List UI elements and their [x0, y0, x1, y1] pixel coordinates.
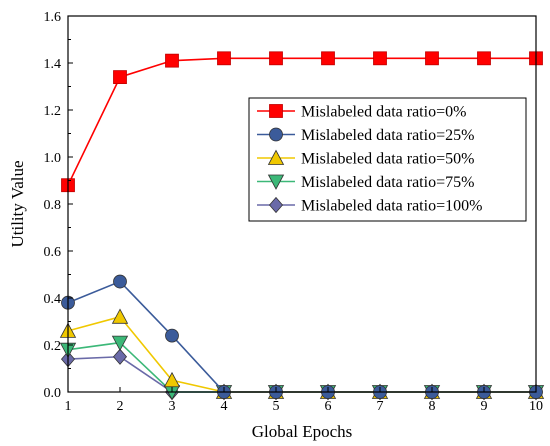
legend-label: Mislabeled data ratio=0%	[301, 104, 466, 121]
y-tick-label: 0.4	[44, 292, 62, 307]
x-tick-label: 8	[429, 399, 436, 414]
data-point	[165, 328, 179, 343]
legend-label: Mislabeled data ratio=50%	[301, 151, 474, 168]
legend-item: Mislabeled data ratio=75%	[257, 174, 474, 191]
legend-box	[248, 97, 527, 222]
data-point	[321, 51, 335, 66]
x-tick-label: 1	[65, 399, 72, 414]
y-tick-label: 0.0	[44, 386, 62, 401]
y-tick-label: 1.6	[44, 10, 62, 25]
data-point	[112, 348, 128, 365]
data-point	[113, 70, 127, 84]
legend-marker	[269, 104, 283, 118]
x-tick-label: 6	[325, 399, 332, 414]
y-tick-label: 1.0	[44, 151, 62, 166]
legend-item: Mislabeled data ratio=25%	[257, 127, 474, 144]
x-tick-label: 5	[273, 399, 280, 414]
legend-item: Mislabeled data ratio=100%	[257, 196, 482, 215]
data-point	[111, 308, 129, 324]
legend-label: Mislabeled data ratio=100%	[301, 198, 482, 215]
y-tick-label: 0.2	[44, 339, 62, 354]
data-point	[217, 51, 231, 66]
data-point	[477, 51, 491, 66]
data-point	[269, 51, 283, 66]
data-point	[113, 274, 127, 289]
legend-label: Mislabeled data ratio=75%	[301, 174, 474, 191]
data-point	[425, 51, 439, 66]
legend-item: Mislabeled data ratio=0%	[257, 104, 466, 121]
y-tick-label: 1.4	[44, 57, 62, 72]
series-line	[67, 57, 536, 186]
data-point	[111, 335, 129, 351]
data-point	[373, 51, 387, 66]
legend-item: Mislabeled data ratio=50%	[257, 149, 474, 168]
x-axis-title: Global Epochs	[252, 422, 353, 441]
series-0	[61, 51, 543, 193]
legend-marker	[268, 196, 284, 214]
data-point	[165, 53, 179, 68]
series-line	[67, 280, 536, 393]
x-tick-label: 9	[481, 399, 488, 414]
ticks-layer: 1 2 3 4 5 6 7 8 9 10 0.0 0.2 0.4 0.6 0.8 1.0 1.2 1.4 1.6	[44, 10, 544, 414]
y-tick-label: 1.2	[44, 104, 62, 119]
series-line	[67, 341, 536, 393]
y-axis-title: Utility Value	[8, 160, 27, 247]
series-line	[67, 315, 536, 393]
series-1	[61, 274, 543, 399]
x-tick-label: 4	[221, 399, 228, 414]
series-3	[59, 335, 545, 401]
x-tick-label: 10	[529, 399, 543, 414]
y-tick-label: 0.6	[44, 245, 62, 260]
legend-marker	[269, 127, 283, 142]
y-tick-label: 0.8	[44, 198, 62, 213]
legend: Mislabeled data ratio=0% Mislabeled data …	[248, 97, 527, 222]
x-tick-label: 2	[117, 399, 124, 414]
x-tick-label: 7	[377, 399, 384, 414]
legend-marker	[267, 174, 285, 190]
legend-label: Mislabeled data ratio=25%	[301, 127, 474, 144]
legend-marker	[267, 149, 285, 165]
series-line	[67, 355, 536, 393]
data-point	[163, 371, 181, 388]
x-tick-label: 3	[169, 399, 176, 414]
